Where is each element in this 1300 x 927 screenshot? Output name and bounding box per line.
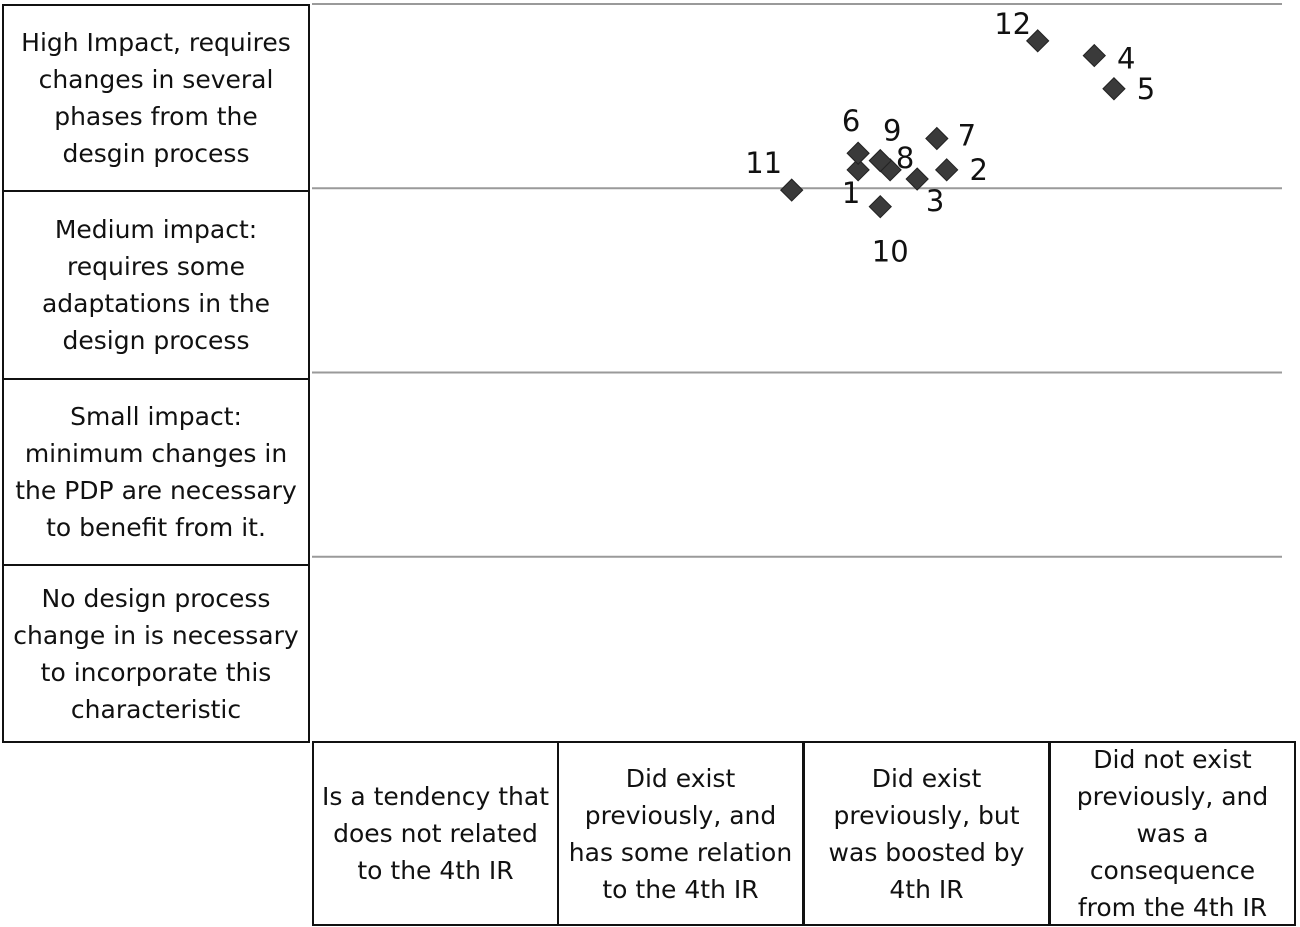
data-point-7 [925, 126, 949, 151]
data-label-9: 9 [883, 114, 901, 148]
col-label-tendency: Is a tendency that does not related to t… [312, 741, 559, 926]
data-label-11: 11 [745, 146, 782, 180]
col-label-boosted: Did exist previously, but was boosted by… [803, 741, 1050, 926]
row-label-small-impact: Small impact: minimum changes in the PDP… [2, 378, 310, 566]
col-label-consequence: Did not exist previously, and was a cons… [1049, 741, 1296, 926]
data-label-10: 10 [872, 235, 909, 269]
data-point-11 [779, 178, 804, 202]
row-label-no-change: No design process change in is necessary… [2, 564, 310, 743]
data-point-1 [846, 158, 870, 182]
data-label-1: 1 [842, 176, 860, 210]
data-label-8: 8 [896, 141, 914, 175]
row-label-high-impact: High Impact, requires changes in several… [2, 4, 310, 192]
data-point-4 [1082, 43, 1106, 68]
data-label-7: 7 [958, 119, 976, 153]
data-label-12: 12 [994, 7, 1031, 41]
data-point-10 [868, 194, 892, 219]
data-label-6: 6 [842, 104, 860, 138]
data-label-4: 4 [1117, 42, 1135, 76]
data-point-9 [868, 148, 892, 173]
data-point-12 [1025, 29, 1050, 53]
data-label-5: 5 [1137, 72, 1155, 106]
row-label-medium-impact: Medium impact: requires some adaptations… [2, 190, 310, 380]
data-point-2 [934, 158, 959, 182]
data-label-2: 2 [969, 153, 987, 187]
data-point-6 [846, 141, 870, 165]
data-point-3 [905, 167, 929, 191]
data-label-3: 3 [926, 184, 944, 218]
data-point-5 [1102, 77, 1126, 101]
